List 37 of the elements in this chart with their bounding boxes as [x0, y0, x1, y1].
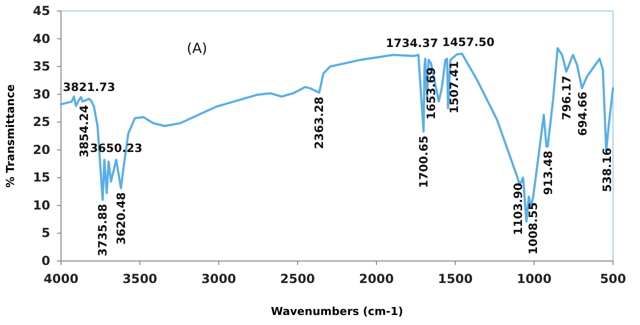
- y-axis-title: % Transmittance: [4, 84, 17, 188]
- annotation: 796.17: [559, 76, 574, 120]
- y-tick-label: 45: [32, 3, 50, 18]
- annotation: 1457.50: [442, 34, 495, 49]
- x-tick-label: 500: [600, 271, 626, 286]
- annotation: 1734.37: [386, 36, 438, 50]
- y-tick-label: 40: [32, 30, 51, 46]
- x-tick-label: 4000: [44, 271, 79, 286]
- x-tick-label: 1000: [516, 271, 552, 286]
- annotation: 1103.90: [510, 182, 525, 236]
- y-tick-label: 10: [32, 197, 51, 212]
- annotation: 694.66: [575, 92, 590, 136]
- annotation: 1008.55: [526, 202, 540, 255]
- annotation: 3854.24: [76, 105, 91, 158]
- y-tick-label: 25: [32, 114, 50, 130]
- x-tick-label: 1500: [438, 271, 473, 286]
- y-tick-label: 30: [32, 86, 51, 102]
- x-tick-label: 3000: [201, 271, 236, 286]
- annotation: (A): [186, 41, 208, 57]
- annotation: 2363.28: [312, 96, 326, 150]
- annotation: 538.16: [600, 148, 614, 192]
- x-tick-label: 3500: [122, 271, 158, 286]
- x-axis-title: Wavenumbers (cm-1): [270, 305, 404, 318]
- annotation: 1700.65: [416, 136, 431, 188]
- y-tick-label: 0: [42, 253, 51, 268]
- y-tick-label: 5: [42, 225, 50, 240]
- y-tick-label: 35: [32, 58, 50, 74]
- annotation: 3620.48: [114, 192, 128, 245]
- annotation: 1507.41: [447, 61, 462, 114]
- y-tick-label: 15: [32, 170, 50, 185]
- x-tick-label: 2000: [359, 271, 394, 286]
- annotation: 3821.73: [62, 80, 116, 94]
- y-tick-label: 20: [32, 142, 51, 157]
- annotation: 3735.88: [96, 204, 110, 256]
- x-tick-label: 2500: [280, 271, 316, 286]
- annotation: 913.48: [540, 150, 555, 195]
- annotation: 1653.69: [424, 67, 438, 120]
